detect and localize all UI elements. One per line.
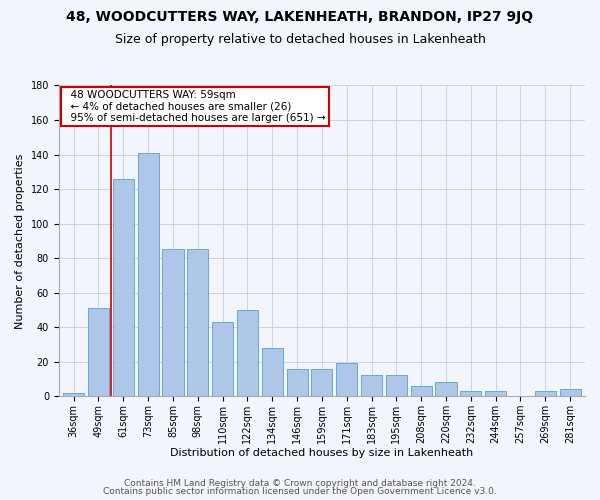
Bar: [88, 308, 109, 396]
Bar: [137, 153, 158, 396]
Bar: [386, 376, 407, 396]
Bar: [262, 348, 283, 396]
Bar: [460, 391, 481, 396]
Bar: [311, 368, 332, 396]
Y-axis label: Number of detached properties: Number of detached properties: [15, 153, 25, 328]
Bar: [113, 178, 134, 396]
Bar: [287, 368, 308, 396]
Bar: [63, 392, 84, 396]
Bar: [212, 322, 233, 396]
X-axis label: Distribution of detached houses by size in Lakenheath: Distribution of detached houses by size …: [170, 448, 473, 458]
Bar: [535, 391, 556, 396]
Bar: [187, 250, 208, 396]
Bar: [163, 250, 184, 396]
Text: Contains public sector information licensed under the Open Government Licence v3: Contains public sector information licen…: [103, 487, 497, 496]
Bar: [237, 310, 258, 396]
Bar: [336, 364, 357, 396]
Bar: [361, 376, 382, 396]
Bar: [436, 382, 457, 396]
Text: 48, WOODCUTTERS WAY, LAKENHEATH, BRANDON, IP27 9JQ: 48, WOODCUTTERS WAY, LAKENHEATH, BRANDON…: [67, 10, 533, 24]
Bar: [485, 391, 506, 396]
Text: 48 WOODCUTTERS WAY: 59sqm
  ← 4% of detached houses are smaller (26)
  95% of se: 48 WOODCUTTERS WAY: 59sqm ← 4% of detach…: [64, 90, 326, 124]
Text: Contains HM Land Registry data © Crown copyright and database right 2024.: Contains HM Land Registry data © Crown c…: [124, 478, 476, 488]
Bar: [410, 386, 432, 396]
Text: Size of property relative to detached houses in Lakenheath: Size of property relative to detached ho…: [115, 32, 485, 46]
Bar: [560, 390, 581, 396]
